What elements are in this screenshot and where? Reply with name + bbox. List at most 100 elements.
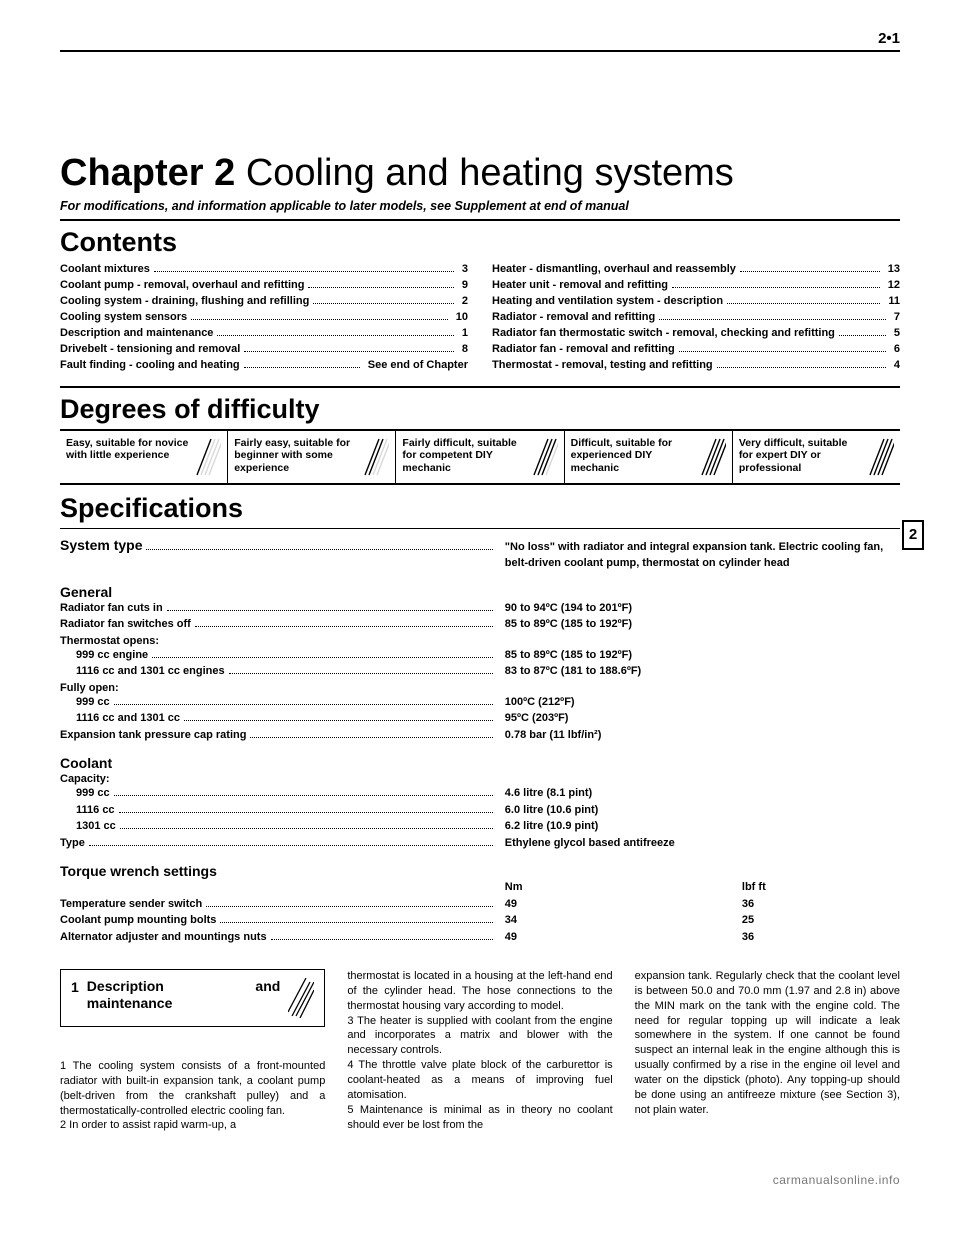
body-columns: 1 Description and maintenance 1 The cool…: [60, 969, 900, 1133]
dots: [167, 604, 493, 611]
body-paragraph: thermostat is located in a housing at th…: [347, 969, 612, 1014]
contents-page: 10: [452, 310, 468, 326]
dots: [244, 345, 454, 352]
general-heading: General: [60, 584, 900, 600]
dots: [839, 329, 886, 336]
contents-page: 12: [884, 278, 900, 294]
body-paragraph: expansion tank. Regularly check that the…: [635, 969, 900, 1117]
dots: [89, 839, 493, 846]
wrench-icon: [363, 437, 389, 477]
chapter-prefix: Chapter 2: [60, 152, 235, 194]
spec-label: Radiator fan switches off: [60, 616, 191, 633]
spec-label: 999 cc engine: [60, 647, 148, 664]
contents-page: 2: [458, 294, 468, 310]
page: 2•1 Chapter 2 Cooling and heating system…: [0, 0, 960, 1217]
body-col-1: 1 Description and maintenance 1 The cool…: [60, 969, 325, 1133]
spec-row: 1301 cc6.2 litre (10.9 pint): [60, 818, 900, 835]
torque-nm: 49: [505, 929, 742, 946]
dots: [672, 281, 880, 288]
contents-col-left: Coolant mixtures3Coolant pump - removal,…: [60, 262, 468, 374]
torque-nm: 34: [505, 912, 742, 929]
spec-row: 1116 cc and 1301 cc95ºC (203ºF): [60, 710, 900, 727]
contents-label: Heater - dismantling, overhaul and reass…: [492, 262, 736, 278]
spec-row: Type Ethylene glycol based antifreeze: [60, 835, 900, 852]
wrench-icon: [195, 437, 221, 477]
dots: [244, 361, 360, 368]
contents-row: Coolant mixtures3: [60, 262, 468, 278]
dots: [250, 731, 492, 738]
torque-row: Temperature sender switch4936: [60, 896, 900, 913]
contents-page: 13: [884, 262, 900, 278]
contents-label: Cooling system - draining, flushing and …: [60, 294, 309, 310]
contents-label: Coolant mixtures: [60, 262, 150, 278]
dots: [659, 313, 886, 320]
contents-page: 7: [890, 310, 900, 326]
page-number: 2•1: [878, 30, 900, 47]
spec-label: 999 cc: [60, 694, 110, 711]
difficulty-cell: Fairly difficult, suitable for competent…: [396, 431, 564, 483]
spec-label: Type: [60, 835, 85, 852]
contents-col-right: Heater - dismantling, overhaul and reass…: [492, 262, 900, 374]
dots: [152, 651, 493, 658]
difficulty-cell: Easy, suitable for novice with little ex…: [60, 431, 228, 483]
footer-watermark: carmanualsonline.info: [60, 1173, 900, 1187]
spec-row: 999 cc4.6 litre (8.1 pint): [60, 785, 900, 802]
section-box: 1 Description and maintenance: [60, 969, 325, 1027]
spec-value: 85 to 89ºC (185 to 192ºF): [497, 647, 900, 664]
contents-row: Thermostat - removal, testing and refitt…: [492, 358, 900, 374]
spec-row: 1116 cc 6.0 litre (10.6 pint): [60, 802, 900, 819]
dots: [727, 297, 880, 304]
rule-under-spec: [60, 528, 900, 529]
torque-lbfft-head: lbf ft: [742, 879, 900, 896]
spec-label: Radiator fan cuts in: [60, 600, 163, 617]
contents-row: Fault finding - cooling and heating See e…: [60, 358, 468, 374]
wrench-icon: [868, 437, 894, 477]
torque-header-row: Nm lbf ft: [60, 879, 900, 896]
contents-page: 9: [458, 278, 468, 294]
spec-row: 999 cc 100ºC (212ºF): [60, 694, 900, 711]
dots: [191, 313, 448, 320]
spec-row: Expansion tank pressure cap rating 0.78 …: [60, 727, 900, 744]
spec-value: 100ºC (212ºF): [497, 694, 900, 711]
dots: [271, 933, 493, 940]
contents-label: Radiator fan - removal and refitting: [492, 342, 675, 358]
spec-label: 1116 cc and 1301 cc engines: [60, 663, 225, 680]
contents-label: Description and maintenance: [60, 326, 213, 342]
difficulty-cell: Difficult, suitable for experienced DIY …: [565, 431, 733, 483]
body-paragraph: 1 The cooling system consists of a front…: [60, 1059, 325, 1118]
torque-lbfft: 25: [742, 912, 900, 929]
body-paragraph: 5 Maintenance is minimal as in theory no…: [347, 1103, 612, 1133]
dots: [313, 297, 454, 304]
body-col-3: expansion tank. Regularly check that the…: [635, 969, 900, 1133]
spec-label: Expansion tank pressure cap rating: [60, 727, 246, 744]
difficulty-cell: Very difficult, suitable for expert DIY …: [733, 431, 900, 483]
torque-label: Alternator adjuster and mountings nuts: [60, 929, 267, 946]
contents-row: Radiator fan - removal and refitting6: [492, 342, 900, 358]
wrench-icon: [700, 437, 726, 477]
spec-label: 1116 cc: [60, 802, 115, 819]
dots: [217, 329, 453, 336]
torque-nm: 49: [505, 896, 742, 913]
spec-value: Ethylene glycol based antifreeze: [497, 835, 900, 852]
contents-page: See end of Chapter: [364, 358, 468, 374]
dots: [740, 265, 880, 272]
spec-block: System type "No loss" with radiator and …: [60, 535, 900, 946]
body-col-2: thermostat is located in a housing at th…: [347, 969, 612, 1133]
contents-label: Drivebelt - tensioning and removal: [60, 342, 240, 358]
contents-label: Fault finding - cooling and heating: [60, 358, 240, 374]
spec-row: Radiator fan switches off85 to 89ºC (185…: [60, 616, 900, 633]
torque-nm-head: Nm: [505, 879, 742, 896]
contents-page: 1: [458, 326, 468, 342]
contents-row: Cooling system - draining, flushing and …: [60, 294, 468, 310]
dots: [220, 916, 492, 923]
contents-page: 8: [458, 342, 468, 358]
wrench-icon: [288, 978, 314, 1018]
contents-page: 4: [890, 358, 900, 374]
dots: [679, 345, 886, 352]
coolant-heading: Coolant: [60, 755, 900, 771]
body-paragraph: 3 The heater is supplied with coolant fr…: [347, 1014, 612, 1059]
spec-value: 4.6 litre (8.1 pint): [497, 785, 900, 802]
dots: [195, 620, 493, 627]
spec-value: 6.0 litre (10.6 pint): [497, 802, 900, 819]
dots: [119, 806, 493, 813]
